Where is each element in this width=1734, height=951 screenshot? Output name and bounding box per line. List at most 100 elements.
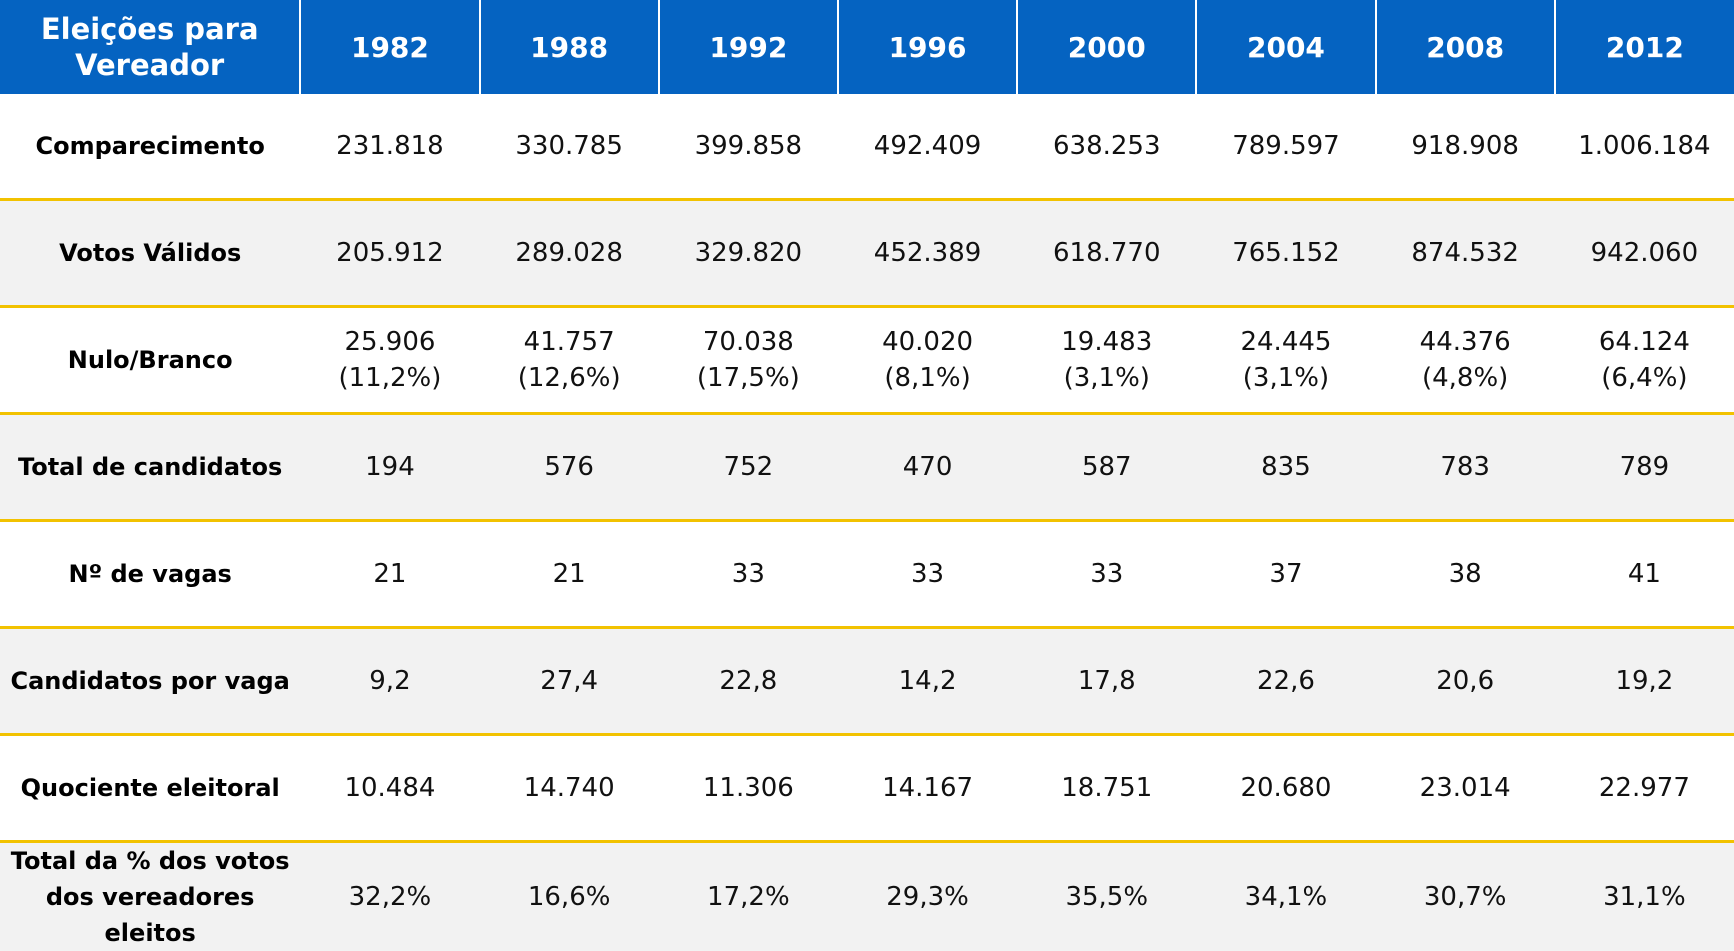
cell-value: 18.751 [1017,770,1196,806]
cell-value: 19,2 [1555,663,1734,699]
cell-value: 19.483 [1017,324,1196,360]
row-label-cell: Nº de vagas [0,521,300,628]
cell-percentage: (11,2%) [300,360,479,396]
data-cell: 41 [1555,521,1734,628]
data-cell: 399.858 [659,94,838,200]
data-cell: 11.306 [659,735,838,842]
data-cell: 942.060 [1555,200,1734,307]
cell-value: 14,2 [838,663,1017,699]
cell-value: 789.597 [1196,128,1375,164]
data-cell: 21 [300,521,479,628]
header-year: 2004 [1196,0,1375,94]
cell-percentage: (8,1%) [838,360,1017,396]
cell-value: 22,6 [1196,663,1375,699]
cell-value: 21 [300,556,479,592]
data-cell: 29,3% [838,842,1017,951]
cell-value: 783 [1376,449,1555,485]
cell-percentage: (4,8%) [1376,360,1555,396]
cell-value: 22.977 [1555,770,1734,806]
row-label: Nº de vagas [0,556,300,592]
header-row: Eleições para Vereador 1982 1988 1992 19… [0,0,1734,94]
header-label-line2: Vereador [75,48,224,82]
cell-value: 40.020 [838,324,1017,360]
row-label-line2: dos vereadores eleitos [0,879,300,951]
data-cell: 31,1% [1555,842,1734,951]
cell-value: 765.152 [1196,235,1375,271]
data-cell: 783 [1376,414,1555,521]
header-year: 1982 [300,0,479,94]
data-cell: 44.376(4,8%) [1376,307,1555,414]
data-cell: 330.785 [480,94,659,200]
cell-value: 789 [1555,449,1734,485]
data-cell: 874.532 [1376,200,1555,307]
data-cell: 329.820 [659,200,838,307]
data-cell: 33 [838,521,1017,628]
row-label: Candidatos por vaga [0,663,300,699]
cell-value: 399.858 [659,128,838,164]
cell-value: 492.409 [838,128,1017,164]
data-cell: 40.020(8,1%) [838,307,1017,414]
cell-value: 874.532 [1376,235,1555,271]
data-cell: 21 [480,521,659,628]
data-cell: 19,2 [1555,628,1734,735]
data-cell: 452.389 [838,200,1017,307]
data-cell: 27,4 [480,628,659,735]
cell-value: 587 [1017,449,1196,485]
cell-value: 11.306 [659,770,838,806]
cell-value: 70.038 [659,324,838,360]
row-label: Total de candidatos [0,449,300,485]
cell-value: 576 [480,449,659,485]
data-cell: 576 [480,414,659,521]
cell-value: 44.376 [1376,324,1555,360]
cell-value: 231.818 [300,128,479,164]
cell-value: 17,2% [659,879,838,915]
header-year: 1992 [659,0,838,94]
cell-value: 20,6 [1376,663,1555,699]
row-label: Quociente eleitoral [0,770,300,806]
cell-value: 41.757 [480,324,659,360]
cell-value: 14.167 [838,770,1017,806]
data-cell: 10.484 [300,735,479,842]
data-cell: 22,8 [659,628,838,735]
data-cell: 16,6% [480,842,659,951]
cell-value: 38 [1376,556,1555,592]
data-cell: 289.028 [480,200,659,307]
row-label: Total da % dos votos [0,843,300,879]
row-label: Nulo/Branco [0,342,300,378]
data-cell: 765.152 [1196,200,1375,307]
cell-value: 470 [838,449,1017,485]
data-cell: 470 [838,414,1017,521]
header-label-line1: Eleições para [41,12,259,46]
cell-percentage: (12,6%) [480,360,659,396]
data-cell: 30,7% [1376,842,1555,951]
data-cell: 618.770 [1017,200,1196,307]
data-cell: 19.483(3,1%) [1017,307,1196,414]
data-cell: 38 [1376,521,1555,628]
data-cell: 194 [300,414,479,521]
data-cell: 918.908 [1376,94,1555,200]
header-year: 1988 [480,0,659,94]
cell-value: 452.389 [838,235,1017,271]
cell-value: 33 [1017,556,1196,592]
data-cell: 205.912 [300,200,479,307]
header-year: 2008 [1376,0,1555,94]
data-cell: 14.167 [838,735,1017,842]
data-cell: 18.751 [1017,735,1196,842]
cell-value: 32,2% [300,879,479,915]
cell-value: 35,5% [1017,879,1196,915]
header-year: 1996 [838,0,1017,94]
cell-value: 752 [659,449,838,485]
cell-value: 21 [480,556,659,592]
data-cell: 14.740 [480,735,659,842]
row-label-cell: Candidatos por vaga [0,628,300,735]
data-cell: 33 [1017,521,1196,628]
data-cell: 752 [659,414,838,521]
